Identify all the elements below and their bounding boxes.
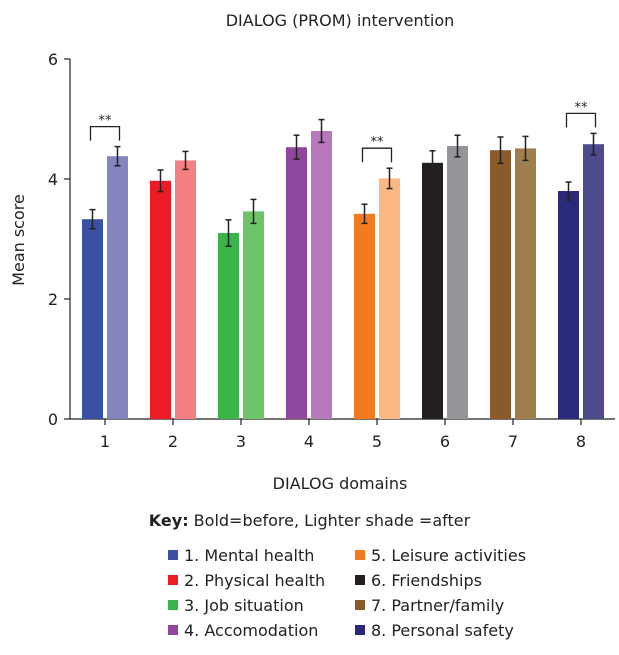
error-bar-domain-8-after bbox=[590, 132, 597, 156]
bar-domain-5-after bbox=[379, 178, 400, 419]
legend-label: 2. Physical health bbox=[184, 571, 326, 590]
x-tick-label: 2 bbox=[168, 432, 178, 451]
legend-label: 1. Mental health bbox=[184, 546, 315, 565]
legend-item: 6. Friendships bbox=[355, 571, 482, 590]
y-tick-label: 6 bbox=[48, 50, 58, 69]
significance-label: ** bbox=[575, 100, 589, 115]
bar-domain-3-before bbox=[218, 233, 239, 419]
legend-item: 7. Partner/family bbox=[355, 596, 504, 615]
error-bar-domain-6-before bbox=[429, 150, 436, 176]
legend-item: 8. Personal safety bbox=[355, 621, 514, 640]
x-tick-label: 4 bbox=[304, 432, 314, 451]
x-tick-label: 5 bbox=[372, 432, 382, 451]
x-tick-label: 1 bbox=[100, 432, 110, 451]
x-tick-label: 7 bbox=[508, 432, 518, 451]
bar-domain-2-before bbox=[150, 180, 171, 419]
legend-label: 3. Job situation bbox=[184, 596, 304, 615]
bar-domain-3-after bbox=[243, 211, 264, 419]
x-tick-label: 6 bbox=[440, 432, 450, 451]
bar-domain-2-after bbox=[175, 160, 196, 419]
legend-item: 4. Accomodation bbox=[168, 621, 318, 640]
bar-domain-7-before bbox=[490, 150, 511, 419]
legend-label: 4. Accomodation bbox=[184, 621, 319, 640]
x-axis-label: DIALOG domains bbox=[273, 474, 408, 493]
legend-swatch bbox=[355, 550, 365, 560]
y-tick-label: 4 bbox=[48, 170, 58, 189]
error-bars bbox=[89, 118, 597, 247]
bars bbox=[82, 131, 604, 420]
legend-label: 6. Friendships bbox=[371, 571, 482, 590]
error-bar-domain-7-before bbox=[497, 136, 504, 165]
legend-swatch bbox=[168, 625, 178, 635]
error-bar-domain-3-after bbox=[250, 198, 257, 225]
bar-domain-6-before bbox=[422, 162, 443, 420]
error-bar-domain-6-after bbox=[454, 134, 461, 158]
bar-domain-4-after bbox=[311, 131, 332, 419]
key-line: Key: Bold=before, Lighter shade =after bbox=[0, 511, 619, 530]
error-bar-domain-5-after bbox=[386, 167, 393, 190]
legend-label: 5. Leisure activities bbox=[371, 546, 527, 565]
bar-domain-7-after bbox=[515, 148, 536, 419]
significance-bracket: ** bbox=[565, 100, 597, 128]
significance-label: ** bbox=[99, 114, 113, 129]
error-bar-domain-1-after bbox=[114, 145, 121, 167]
legend-item: 3. Job situation bbox=[168, 596, 304, 615]
error-bar-domain-2-after bbox=[182, 150, 189, 171]
legend-label: 8. Personal safety bbox=[371, 621, 514, 640]
key-bold-label: Key: bbox=[148, 511, 189, 530]
legend-swatch bbox=[355, 575, 365, 585]
bar-domain-6-after bbox=[447, 146, 468, 419]
error-bar-domain-2-before bbox=[157, 169, 164, 193]
chart-title: DIALOG (PROM) intervention bbox=[226, 11, 455, 30]
significance-bracket: ** bbox=[89, 114, 121, 141]
legend-swatch bbox=[168, 600, 178, 610]
legend-swatch bbox=[168, 575, 178, 585]
y-tick-label: 2 bbox=[48, 290, 58, 309]
bar-domain-8-before bbox=[558, 191, 579, 419]
bar-domain-8-after bbox=[583, 144, 604, 419]
legend-label: 7. Partner/family bbox=[371, 596, 505, 615]
legend-item: 2. Physical health bbox=[168, 571, 325, 590]
error-bar-domain-1-before bbox=[89, 208, 96, 230]
significance-bracket: ** bbox=[361, 135, 393, 163]
bar-domain-1-before bbox=[82, 219, 103, 419]
legend-swatch bbox=[355, 625, 365, 635]
x-tick-label: 8 bbox=[576, 432, 586, 451]
error-bar-domain-8-before bbox=[565, 181, 572, 201]
bar-chart: DIALOG (PROM) intervention Mean score DI… bbox=[9, 11, 615, 493]
significance-label: ** bbox=[371, 135, 385, 150]
legend-swatch bbox=[355, 600, 365, 610]
legend-item: 1. Mental health bbox=[168, 546, 314, 565]
legend-item: 5. Leisure activities bbox=[355, 546, 526, 565]
error-bar-domain-7-after bbox=[522, 135, 529, 162]
error-bar-domain-5-before bbox=[361, 203, 368, 225]
significance-markers: ** ** ** bbox=[89, 100, 597, 163]
error-bar-domain-3-before bbox=[225, 219, 232, 247]
y-tick-label: 0 bbox=[48, 410, 58, 429]
x-tick-label: 3 bbox=[236, 432, 246, 451]
error-bar-domain-4-after bbox=[318, 118, 325, 144]
bar-domain-1-after bbox=[107, 156, 128, 419]
bar-domain-4-before bbox=[286, 147, 307, 419]
legend-swatch bbox=[168, 550, 178, 560]
y-axis: 0 2 4 6 bbox=[48, 50, 71, 429]
key-text: Bold=before, Lighter shade =after bbox=[188, 511, 471, 530]
error-bar-domain-4-before bbox=[293, 134, 300, 160]
x-axis: 1 2 3 4 5 6 7 8 bbox=[70, 418, 615, 451]
bar-domain-5-before bbox=[354, 213, 375, 419]
y-axis-label: Mean score bbox=[9, 194, 28, 286]
